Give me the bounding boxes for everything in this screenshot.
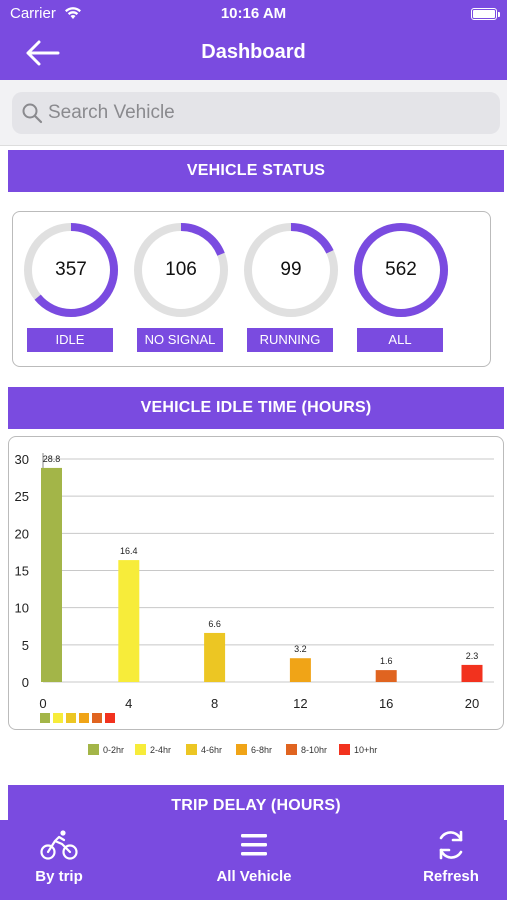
y-tick-label: 5	[22, 638, 29, 653]
bar-value-label: 1.6	[380, 656, 393, 666]
legend-item: 0-2hr	[88, 740, 124, 760]
back-arrow-icon[interactable]	[22, 38, 62, 68]
no-signal-label: NO SIGNAL	[137, 328, 223, 352]
legend-label: 4-6hr	[201, 745, 223, 755]
vehicle-status-header: VEHICLE STATUS	[8, 150, 504, 192]
bar	[41, 467, 62, 682]
tab-refresh[interactable]: Refresh	[410, 820, 492, 900]
tab-all-vehicle[interactable]: All Vehicle	[196, 820, 312, 900]
x-tick-label: 20	[465, 696, 479, 711]
running-label: RUNNING	[247, 328, 333, 352]
all-count: 562	[385, 259, 417, 280]
legend-item: 8-10hr	[286, 740, 327, 760]
color-key-swatch	[66, 713, 76, 723]
bar-value-label: 16.4	[120, 546, 138, 556]
legend-swatch	[339, 744, 350, 756]
status-all[interactable]: 562 ALL	[353, 222, 453, 362]
y-tick-label: 10	[15, 601, 29, 616]
tab-by-trip[interactable]: By trip	[18, 820, 100, 900]
top-bar: Carrier 10:16 AM Dashboard	[0, 0, 507, 80]
idle-time-chart: 0 5 10 15 20 25 30 28.8 16.4 6.6 3.2 1.6 2.3 0 4 8 12 16 2…	[15, 452, 494, 723]
search-box[interactable]	[12, 92, 500, 134]
legend-swatch	[88, 744, 99, 756]
battery-icon	[471, 8, 500, 20]
search-input[interactable]	[48, 92, 488, 134]
legend-label: 2-4hr	[150, 745, 172, 755]
bar-value-label: 2.3	[466, 651, 479, 661]
x-tick-label: 12	[293, 696, 307, 711]
bar	[461, 664, 483, 682]
no-signal-count: 106	[165, 259, 197, 280]
legend-label: 0-2hr	[103, 745, 125, 755]
bar-value-label: 3.2	[294, 644, 307, 654]
x-tick-label: 0	[39, 696, 46, 711]
legend-swatch	[236, 744, 247, 756]
status-running[interactable]: 99 RUNNING	[243, 222, 343, 362]
running-ring	[244, 223, 338, 317]
tab-refresh-label: Refresh	[423, 868, 479, 885]
bar	[375, 670, 397, 682]
legend-label: 6-8hr	[251, 745, 273, 755]
nav-bar: Dashboard	[0, 28, 507, 80]
status-idle[interactable]: 357 IDLE	[23, 222, 123, 362]
chart-legend: 0-2hr 2-4hr 4-6hr 6-8hr 8-10hr 10+hr	[0, 740, 507, 760]
menu-icon	[241, 834, 267, 856]
legend-item: 2-4hr	[135, 740, 171, 760]
tab-all-vehicle-label: All Vehicle	[216, 868, 292, 885]
y-tick-label: 15	[15, 564, 29, 579]
search-icon	[22, 103, 43, 124]
x-tick-label: 16	[379, 696, 393, 711]
x-tick-label: 4	[125, 696, 132, 711]
status-time: 10:16 AM	[220, 5, 287, 22]
status-bar: Carrier 10:16 AM	[0, 0, 507, 28]
y-tick-label: 20	[15, 526, 29, 541]
bar	[118, 560, 140, 682]
legend-label: 8-10hr	[301, 745, 328, 755]
search-bar	[0, 80, 507, 146]
y-tick-label: 0	[22, 675, 29, 690]
bottom-tab-bar: By trip All Vehicle Refresh	[0, 820, 507, 900]
page-title: Dashboard	[201, 41, 306, 63]
x-tick-label: 8	[211, 696, 218, 711]
bar	[204, 632, 226, 682]
legend-item: 10+hr	[339, 740, 377, 760]
color-key-swatch	[79, 713, 89, 723]
legend-label: 10+hr	[354, 745, 378, 755]
legend-swatch	[186, 744, 197, 756]
status-no-signal[interactable]: 106 NO SIGNAL	[133, 222, 233, 362]
all-label: ALL	[357, 328, 443, 352]
color-key-swatch	[40, 713, 50, 723]
idle-count: 357	[55, 259, 87, 280]
bicycle-icon	[40, 830, 78, 860]
idle-label: IDLE	[27, 328, 113, 352]
y-tick-label: 30	[15, 452, 29, 467]
legend-swatch	[286, 744, 297, 756]
no-signal-ring	[134, 223, 228, 317]
carrier-label: Carrier	[10, 5, 56, 22]
color-key-swatch	[53, 713, 63, 723]
refresh-icon	[439, 830, 463, 860]
bar-value-label: 28.8	[43, 454, 61, 464]
color-key-swatch	[92, 713, 102, 723]
legend-item: 4-6hr	[186, 740, 222, 760]
legend-item: 6-8hr	[236, 740, 272, 760]
idle-time-chart-card: 0 5 10 15 20 25 30 28.8 16.4 6.6 3.2 1.6 2.3 0 4 8 12 16 2…	[8, 436, 504, 730]
running-count: 99	[280, 259, 302, 280]
legend-swatch	[135, 744, 146, 756]
bar-value-label: 6.6	[208, 619, 221, 629]
tab-by-trip-label: By trip	[35, 868, 83, 885]
vehicle-status-card: 357 IDLE 106 NO SIGNAL 99 RUNNING 562	[12, 211, 491, 367]
wifi-icon	[65, 7, 81, 19]
bar	[289, 658, 311, 682]
idle-ring	[24, 223, 118, 317]
all-ring	[354, 223, 448, 317]
color-key-swatch	[105, 713, 115, 723]
idle-time-header: VEHICLE IDLE TIME (HOURS)	[8, 387, 504, 429]
y-tick-label: 25	[15, 489, 29, 504]
